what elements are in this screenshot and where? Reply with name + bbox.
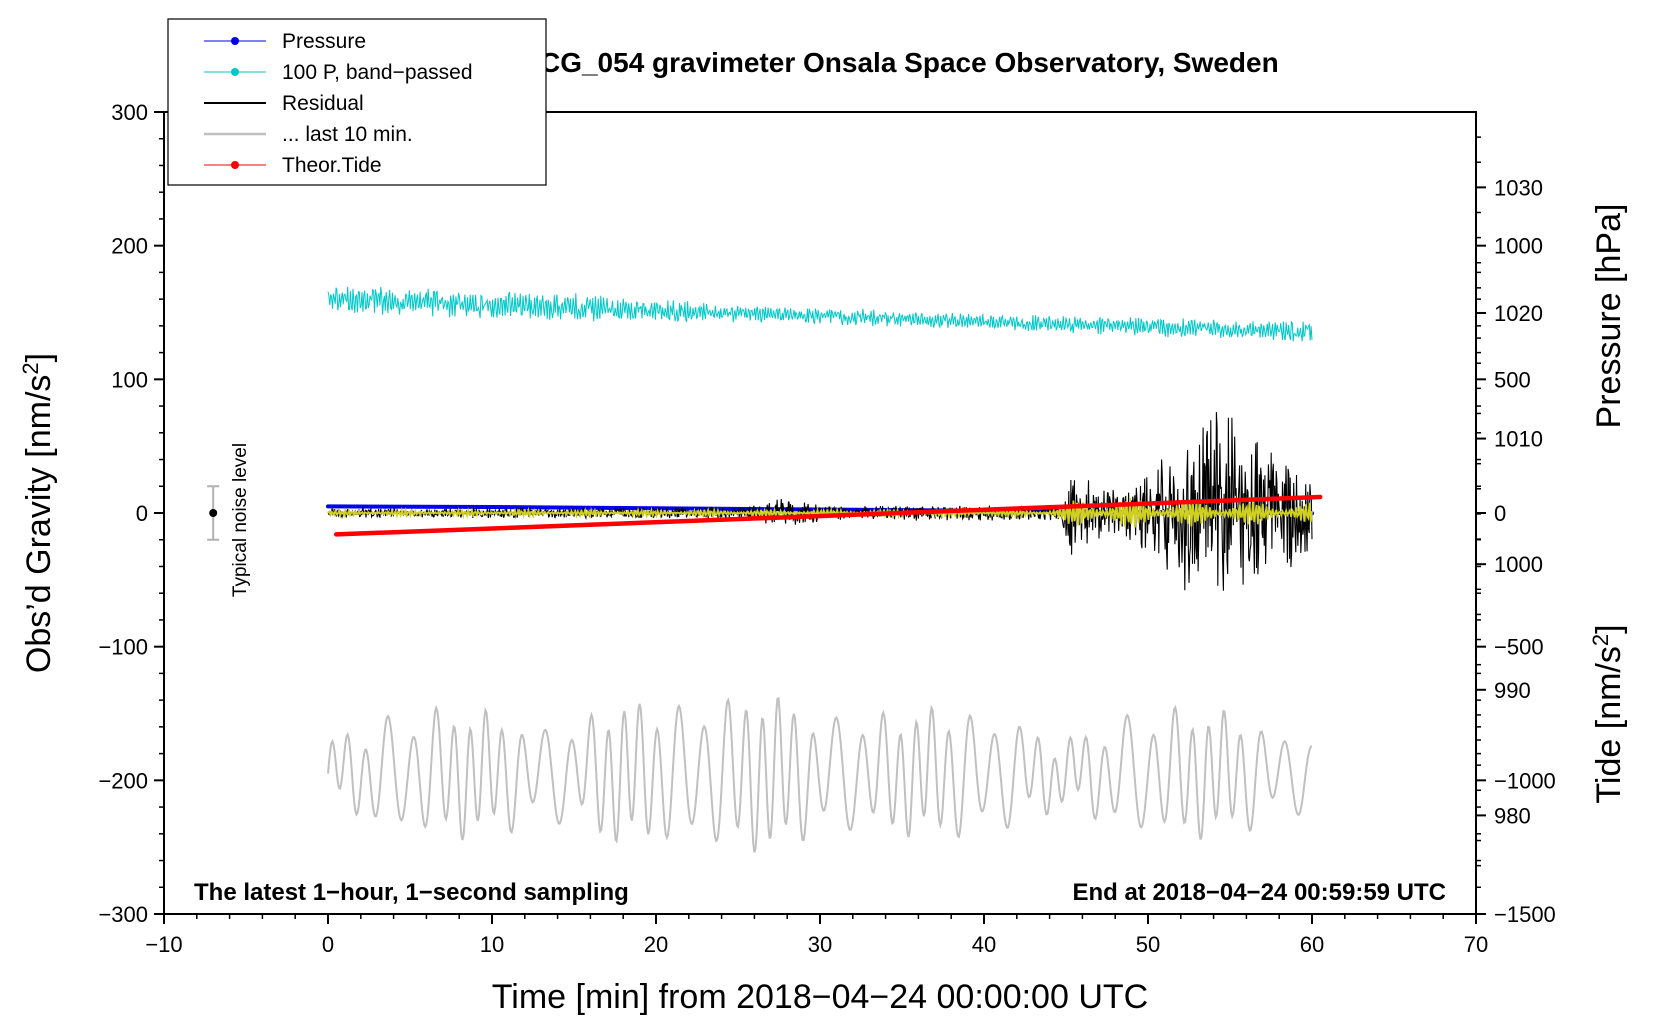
tide-tick-label: −1500 xyxy=(1494,902,1556,927)
series-theoretical-tide xyxy=(333,494,1323,537)
y-axis-left: −300 −200 −100 0 100 200 300 xyxy=(98,100,164,927)
y-axis-label-left-close: ] xyxy=(20,353,58,362)
series-layer xyxy=(326,286,1323,853)
plot-area xyxy=(326,286,1323,853)
annotation-bottom-right: End at 2018−04−24 00:59:59 UTC xyxy=(1072,879,1446,906)
pressure-tick-label: 980 xyxy=(1494,803,1531,828)
legend-label: Pressure xyxy=(282,30,366,53)
tide-tick-label: 0 xyxy=(1494,501,1506,526)
x-tick-label: 10 xyxy=(480,932,504,957)
x-axis-label: Time [min] from 2018−04−24 00:00:00 UTC xyxy=(492,978,1148,1016)
y-axis-right-tide: −1500 −1000 −500 0 500 1000 xyxy=(1476,234,1556,927)
y-tick-label: 0 xyxy=(136,501,148,526)
x-tick-label: −10 xyxy=(145,932,182,957)
x-tick-label: 40 xyxy=(972,932,996,957)
legend-marker xyxy=(231,37,239,45)
legend-marker xyxy=(231,161,239,169)
x-tick-label: 30 xyxy=(808,932,832,957)
pressure-tick-label: 1020 xyxy=(1494,301,1543,326)
x-axis: −10 0 10 20 30 40 50 60 70 xyxy=(145,914,1488,957)
y-axis-label-tide-close: ] xyxy=(1590,624,1628,633)
y-axis-right-pressure: 980 990 1000 1010 1020 1030 xyxy=(1476,136,1543,867)
tide-tick-label: 500 xyxy=(1494,367,1531,392)
x-tick-label: 70 xyxy=(1464,932,1488,957)
tide-tick-label: −1000 xyxy=(1494,768,1556,793)
y-axis-label-tide-text: Tide [nm/s xyxy=(1590,646,1628,803)
legend-marker xyxy=(231,68,239,76)
legend-label: Residual xyxy=(282,92,364,115)
y-tick-label: 200 xyxy=(111,234,148,259)
y-axis-label-left-text: Obs’d Gravity [nm/s xyxy=(20,375,58,674)
y-axis-label-left: Obs’d Gravity [nm/s2] xyxy=(18,353,58,673)
series-last-10-min xyxy=(327,696,1313,853)
y-tick-label: −300 xyxy=(98,902,148,927)
legend-label: Theor.Tide xyxy=(282,154,382,177)
noise-level-label: Typical noise level xyxy=(230,443,251,597)
tide-tick-label: 1000 xyxy=(1494,234,1543,259)
tide-tick-label: −500 xyxy=(1494,635,1544,660)
y-axis-label-left-sup: 2 xyxy=(18,362,43,374)
y-tick-label: 300 xyxy=(111,100,148,125)
noise-point xyxy=(209,509,218,517)
y-tick-label: −100 xyxy=(98,635,148,660)
series-residual-filtered xyxy=(327,498,1313,528)
x-tick-label: 60 xyxy=(1300,932,1324,957)
noise-level-marker xyxy=(207,485,220,541)
x-tick-label: 20 xyxy=(644,932,668,957)
annotation-bottom-left: The latest 1−hour, 1−second sampling xyxy=(194,879,629,906)
pressure-tick-label: 1030 xyxy=(1494,175,1543,200)
y-axis-label-pressure: Pressure [hPa] xyxy=(1590,204,1628,429)
y-tick-label: 100 xyxy=(111,367,148,392)
legend-label: 100 P, band−passed xyxy=(282,61,473,84)
legend-label: ... last 10 min. xyxy=(282,123,413,146)
x-tick-label: 50 xyxy=(1136,932,1160,957)
series-band-passed-pressure xyxy=(327,286,1313,342)
chart-title: SCG_054 gravimeter Onsala Space Observat… xyxy=(521,47,1278,78)
y-axis-label-tide-sup: 2 xyxy=(1588,634,1613,646)
pressure-tick-label: 990 xyxy=(1494,678,1531,703)
pressure-tick-label: 1000 xyxy=(1494,552,1543,577)
y-tick-label: −200 xyxy=(98,768,148,793)
legend: Pressure 100 P, band−passed Residual ... la… xyxy=(167,18,547,186)
x-tick-label: 0 xyxy=(322,932,334,957)
y-axis-label-tide: Tide [nm/s2] xyxy=(1588,624,1628,803)
pressure-tick-label: 1010 xyxy=(1494,427,1543,452)
